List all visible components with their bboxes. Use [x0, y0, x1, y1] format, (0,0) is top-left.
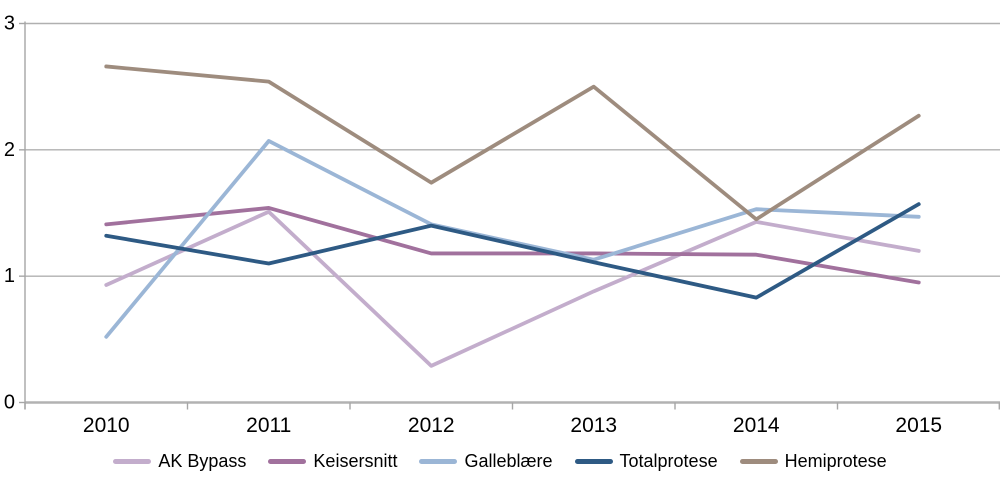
legend-label: Galleblære	[464, 451, 553, 471]
legend-label: Hemiprotese	[784, 451, 887, 471]
y-axis-tick-label: 1	[4, 265, 15, 287]
legend-item-3: Totalprotese	[574, 451, 718, 471]
legend-item-4: Hemiprotese	[739, 451, 887, 471]
line-chart: 0 1 2 3 2010 2011 2012 2013 2014 2015	[4, 13, 1000, 437]
x-axis-tick-label: 2014	[733, 414, 780, 437]
series-line-1	[104, 206, 921, 285]
legend-swatch-icon	[268, 458, 307, 464]
y-axis-tick-label: 0	[4, 392, 15, 414]
legend-item-0: AK Bypass	[113, 452, 246, 470]
legend-swatch-icon	[113, 458, 152, 464]
x-axis-tick-label: 2012	[408, 414, 455, 437]
legend-swatch-icon	[574, 458, 613, 464]
legend-swatch-icon	[419, 458, 458, 464]
series-line-3	[104, 202, 921, 300]
y-axis-tick-label: 2	[4, 139, 15, 161]
series-line-0	[104, 209, 921, 368]
y-axis-tick-label: 3	[4, 13, 15, 35]
legend-label: AK Bypass	[158, 451, 247, 471]
series-line-2	[104, 139, 921, 339]
legend-item-2: Galleblære	[419, 451, 553, 471]
x-axis-tick-label: 2010	[83, 414, 130, 437]
x-axis-tick-label: 2013	[570, 414, 617, 437]
x-axis-tick-label: 2011	[246, 414, 291, 437]
legend-label: Keisersnitt	[313, 451, 398, 471]
x-axis-tick-label: 2015	[895, 414, 942, 437]
series-line-4	[104, 64, 921, 222]
chart-legend: AK Bypass Keisersnitt Galleblære Totalprote…	[0, 444, 1000, 478]
legend-swatch-icon	[739, 458, 778, 464]
legend-label: Totalprotese	[619, 451, 718, 471]
legend-item-1: Keisersnitt	[268, 452, 397, 470]
